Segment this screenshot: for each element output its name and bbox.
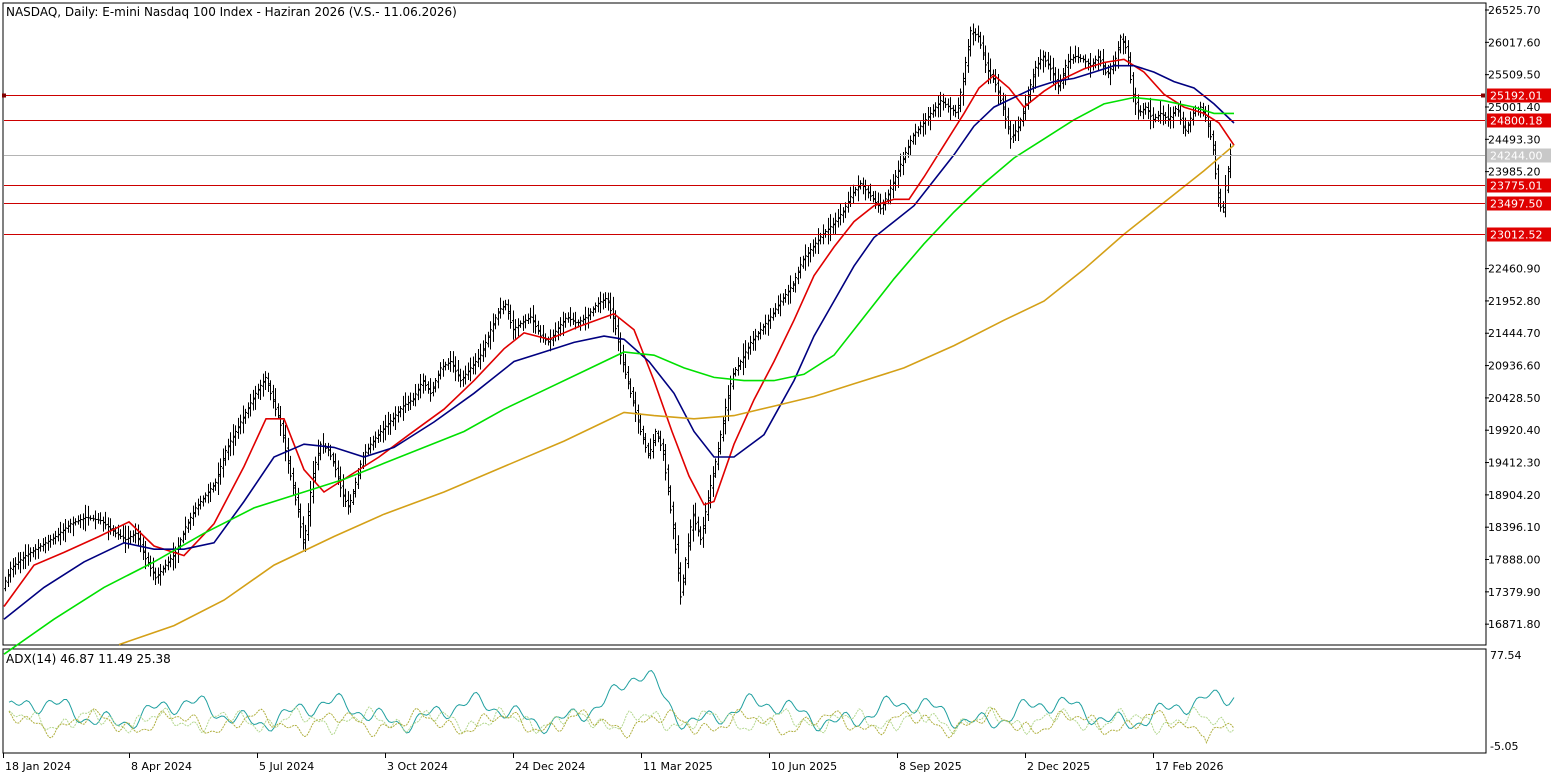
price-axis: 26525.70 26017.60 25509.50 25001.40 24493.30… xyxy=(1485,4,1541,631)
price-axis-tick-label: 20428.50 xyxy=(1488,392,1541,405)
price-axis-tick-label: 21444.70 xyxy=(1488,327,1541,340)
time-axis-tick-label: 18 Jan 2024 xyxy=(5,760,71,773)
plus-di-line xyxy=(8,706,1235,736)
moving-average-line-ma_slow xyxy=(3,96,1234,655)
level-anchor-right[interactable] xyxy=(1481,93,1485,98)
level-label-box xyxy=(1487,227,1551,242)
moving-average-line-ma_fast xyxy=(3,58,1235,607)
price-axis-tick-label: 18396.10 xyxy=(1488,521,1541,534)
price-axis-tick-label: 21952.80 xyxy=(1488,295,1541,308)
level-label: 24800.18 xyxy=(1490,115,1543,128)
indicator-panel-frame xyxy=(2,648,1487,754)
price-axis-tick-label: 17379.90 xyxy=(1488,586,1541,599)
moving-average-line-ma_long xyxy=(118,144,1235,646)
indicator-label: ADX(14) 46.87 11.49 25.38 xyxy=(6,652,171,666)
time-axis-tick-label: 5 Jul 2024 xyxy=(259,760,314,773)
moving-averages xyxy=(3,58,1235,655)
time-axis-tick-label: 8 Apr 2024 xyxy=(131,760,192,773)
level-label: 23775.01 xyxy=(1490,180,1543,193)
time-axis-tick-label: 24 Dec 2024 xyxy=(515,760,585,773)
level-label: 23012.52 xyxy=(1490,229,1543,242)
level-anchor-left[interactable] xyxy=(2,93,6,98)
level-label-box xyxy=(1487,88,1551,103)
price-axis-tick-label: 18904.20 xyxy=(1488,489,1541,502)
time-axis-tick-label: 2 Dec 2025 xyxy=(1027,760,1090,773)
price-axis-tick-label: 25509.50 xyxy=(1488,69,1541,82)
price-axis-tick-label: 24493.30 xyxy=(1488,133,1541,146)
adx-axis-tick-label: -5.05 xyxy=(1490,740,1518,753)
current-price-label-box xyxy=(1487,148,1551,163)
minus-di-line xyxy=(8,707,1235,744)
price-axis-tick-label: 19920.40 xyxy=(1488,424,1541,437)
time-axis-tick-label: 8 Sep 2025 xyxy=(899,760,962,773)
price-axis-tick-label: 26017.60 xyxy=(1488,36,1541,49)
level-label-box xyxy=(1487,196,1551,211)
price-axis-tick-label: 17888.00 xyxy=(1488,554,1541,567)
level-label-box xyxy=(1487,178,1551,193)
adx-indicator: 77.54 -5.05 xyxy=(8,649,1522,753)
price-panel-frame xyxy=(2,2,1487,646)
level-label: 25192.01 xyxy=(1490,90,1543,103)
price-axis-tick-label: 23985.20 xyxy=(1488,166,1541,179)
moving-average-line-ma_mid xyxy=(3,64,1235,620)
price-axis-tick-label: 19412.30 xyxy=(1488,457,1541,470)
time-axis-tick-label: 3 Oct 2024 xyxy=(387,760,448,773)
level-label-box xyxy=(1487,113,1551,128)
price-axis-tick-label: 20936.60 xyxy=(1488,360,1541,373)
time-axis-tick-label: 17 Feb 2026 xyxy=(1155,760,1223,773)
horizontal-levels: 25192.01 24800.18 23775.01 23497.50 23012.52… xyxy=(2,88,1551,242)
price-axis-tick-label: 16871.80 xyxy=(1488,618,1541,631)
price-axis-tick-label: 26525.70 xyxy=(1488,4,1541,17)
time-axis-tick-label: 10 Jun 2025 xyxy=(771,760,837,773)
level-label: 23497.50 xyxy=(1490,198,1543,211)
time-axis-tick-label: 11 Mar 2025 xyxy=(643,760,713,773)
price-axis-tick-label: 25001.40 xyxy=(1488,101,1541,114)
price-axis-tick-label: 22460.90 xyxy=(1488,263,1541,276)
adx-axis-tick-label: 77.54 xyxy=(1490,649,1522,662)
chart-title: NASDAQ, Daily: E-mini Nasdaq 100 Index -… xyxy=(6,5,457,19)
time-axis: 18 Jan 2024 8 Apr 2024 5 Jul 2024 3 Oct 202… xyxy=(3,753,1223,773)
current-price-label: 24244.00 xyxy=(1490,150,1543,163)
